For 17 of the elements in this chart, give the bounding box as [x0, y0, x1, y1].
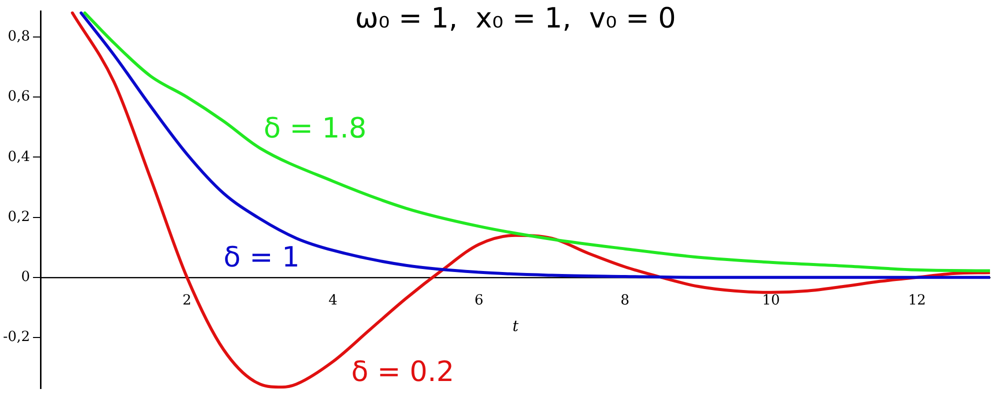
x-axis-title: t	[512, 317, 520, 336]
y-tick-label: 0,2	[8, 208, 30, 225]
y-tick-label: 0,4	[8, 148, 30, 165]
y-tick-label: -0,2	[2, 329, 30, 346]
series-label: δ = 0.2	[351, 354, 454, 388]
y-tick-label: 0,6	[8, 88, 30, 105]
x-tick-label: 10	[762, 292, 780, 308]
x-tick-label: 8	[620, 292, 630, 308]
series-label: δ = 1	[223, 240, 300, 274]
chart-title: ω₀ = 1, x₀ = 1, v₀ = 0	[355, 1, 676, 34]
series-label: δ = 1.8	[264, 111, 367, 144]
x-tick-label: 6	[474, 292, 484, 308]
x-tick-label: 4	[328, 292, 338, 308]
x-tick-label: 12	[908, 292, 926, 308]
y-tick-label: 0	[21, 269, 30, 286]
y-tick-label: 0,8	[8, 28, 30, 45]
x-tick-label: 2	[182, 292, 192, 308]
